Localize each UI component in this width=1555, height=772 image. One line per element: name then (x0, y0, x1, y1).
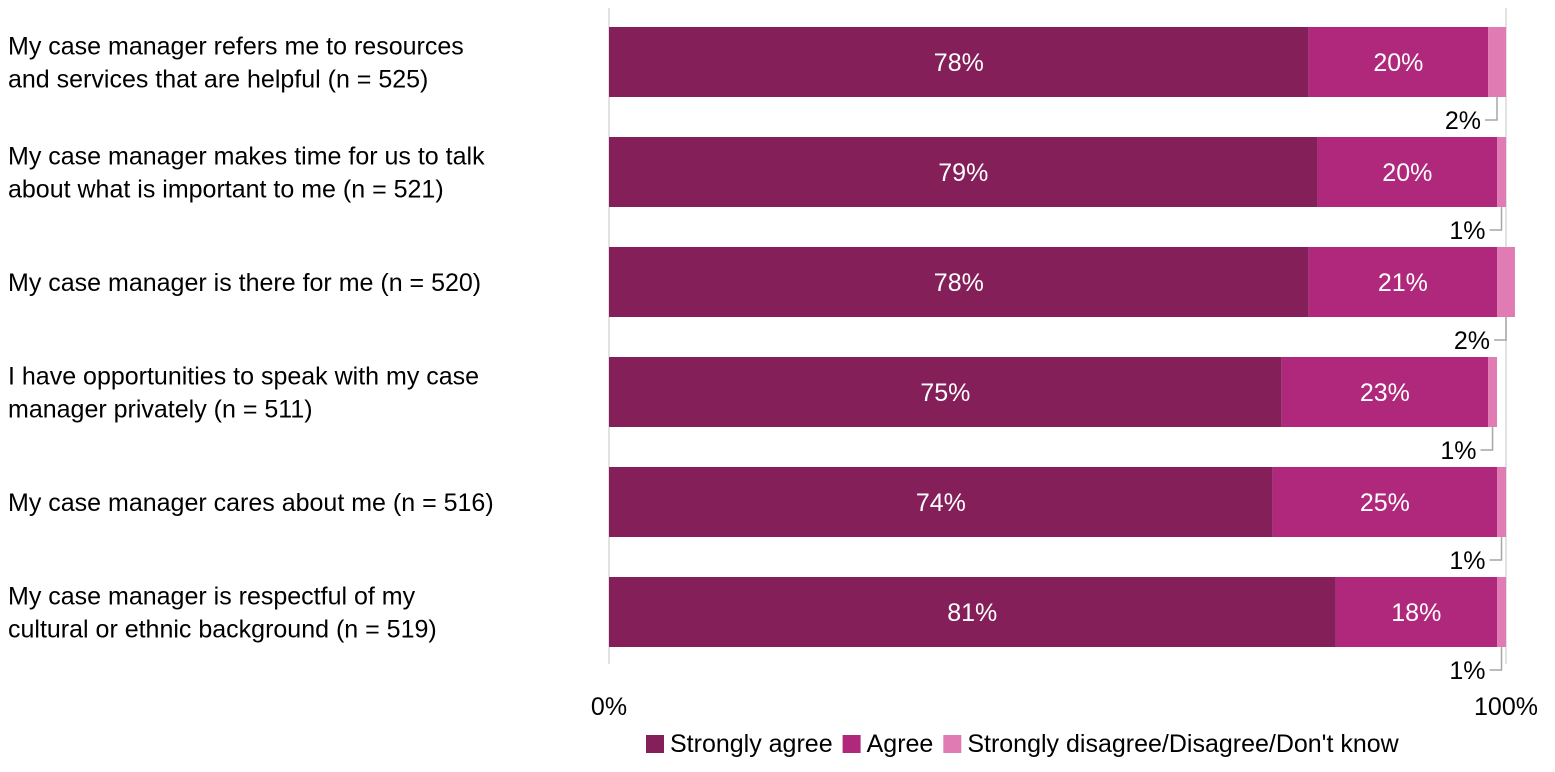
data-label: 20% (1382, 159, 1432, 187)
bar-segment (1497, 577, 1506, 647)
legend-label: Strongly agree (670, 730, 833, 758)
legend-swatch (943, 735, 961, 753)
bar-segment (1488, 357, 1497, 427)
bars-layer (609, 27, 1515, 647)
data-label: 2% (1454, 327, 1490, 355)
bar-segment (1497, 247, 1515, 317)
leader-line (1494, 317, 1506, 340)
legend-label: Agree (867, 730, 934, 758)
legend-swatch (646, 735, 664, 753)
data-label: 20% (1373, 49, 1423, 77)
category-label: My case manager is respectful of my (8, 583, 416, 611)
leader-line (1481, 427, 1493, 450)
leader-line (1490, 537, 1502, 560)
data-label: 18% (1391, 599, 1441, 627)
data-label: 1% (1449, 547, 1485, 575)
category-label: manager privately (n = 511) (8, 396, 313, 424)
data-label: 23% (1360, 379, 1410, 407)
category-label: I have opportunities to speak with my ca… (8, 363, 479, 391)
data-label: 21% (1378, 269, 1428, 297)
legend: Strongly agree Agree Strongly disagree/Dis… (646, 730, 1400, 758)
category-label: and services that are helpful (n = 525) (8, 66, 428, 94)
data-label: 1% (1449, 217, 1485, 245)
leader-line (1485, 97, 1497, 120)
data-label: 74% (916, 489, 966, 517)
bar-segment (1497, 137, 1506, 207)
data-label: 79% (938, 159, 988, 187)
bar-segment (1497, 467, 1506, 537)
data-label: 78% (934, 269, 984, 297)
legend-swatch (843, 735, 861, 753)
category-label: My case manager makes time for us to tal… (8, 143, 485, 171)
x-tick-label: 100% (1474, 693, 1538, 721)
data-label: 75% (920, 379, 970, 407)
data-label: 1% (1449, 657, 1485, 685)
category-label: about what is important to me (n = 521) (8, 176, 444, 204)
category-label: My case manager is there for me (n = 520… (8, 269, 481, 297)
leader-line (1490, 647, 1502, 670)
bar-segment (1488, 27, 1506, 97)
category-label: My case manager cares about me (n = 516) (8, 489, 494, 517)
data-label: 78% (934, 49, 984, 77)
data-label: 1% (1440, 437, 1476, 465)
data-label: 81% (947, 599, 997, 627)
data-label: 25% (1360, 489, 1410, 517)
category-label: My case manager refers me to resources (8, 33, 464, 61)
data-label: 2% (1445, 107, 1481, 135)
category-label: cultural or ethnic background (n = 519) (8, 616, 437, 644)
legend-label: Strongly disagree/Disagree/Don't know (967, 730, 1399, 758)
x-tick-label: 0% (591, 693, 627, 721)
leader-line (1490, 207, 1502, 230)
